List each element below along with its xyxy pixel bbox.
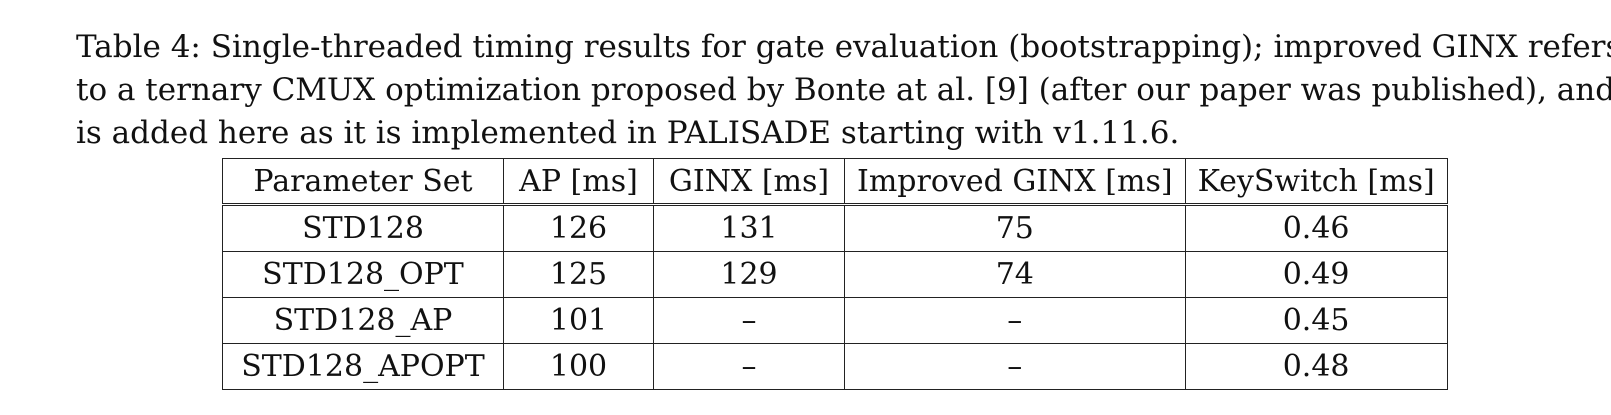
table-cell: 0.48: [1184, 343, 1448, 390]
column-header: KeySwitch [ms]: [1184, 158, 1448, 206]
column-header: GINX [ms]: [653, 158, 845, 206]
table-cell: STD128_AP: [222, 297, 504, 344]
table-cell: 0.45: [1184, 297, 1448, 344]
column-header: Parameter Set: [222, 158, 504, 206]
column-header: Improved GINX [ms]: [844, 158, 1186, 206]
table-header-row: Parameter Set AP [ms] GINX [ms] Improved…: [222, 158, 1448, 206]
table-cell: STD128_APOPT: [222, 343, 504, 390]
table-cell: 131: [653, 204, 845, 252]
table-cell: 126: [503, 204, 654, 252]
table-cell: 101: [503, 297, 654, 344]
table-cell: 125: [503, 251, 654, 298]
caption-line: Table 4: Single-threaded timing results …: [76, 29, 1611, 65]
table-cell: 100: [503, 343, 654, 390]
table-row: STD128_OPT 125 129 74 0.49: [222, 251, 1448, 298]
table-cell: 0.49: [1184, 251, 1448, 298]
table-cell: –: [653, 297, 845, 344]
table-row: STD128_AP 101 – – 0.45: [222, 297, 1448, 344]
table-cell: 129: [653, 251, 845, 298]
table-cell: –: [844, 297, 1186, 344]
caption-line: to a ternary CMUX optimization proposed …: [76, 72, 1611, 108]
table-row: STD128_APOPT 100 – – 0.48: [222, 343, 1448, 390]
table-row: STD128 126 131 75 0.46: [222, 204, 1448, 252]
table-cell: STD128_OPT: [222, 251, 504, 298]
column-header: AP [ms]: [503, 158, 654, 206]
caption-line: is added here as it is implemented in PA…: [76, 115, 1180, 151]
table-cell: –: [653, 343, 845, 390]
table-cell: 75: [844, 204, 1186, 252]
table-cell: 74: [844, 251, 1186, 298]
table-cell: STD128: [222, 204, 504, 252]
table-cell: 0.46: [1184, 204, 1448, 252]
timing-results-table: Parameter Set AP [ms] GINX [ms] Improved…: [222, 158, 1448, 390]
table-cell: –: [844, 343, 1186, 390]
table-caption: Table 4: Single-threaded timing results …: [76, 26, 1611, 155]
